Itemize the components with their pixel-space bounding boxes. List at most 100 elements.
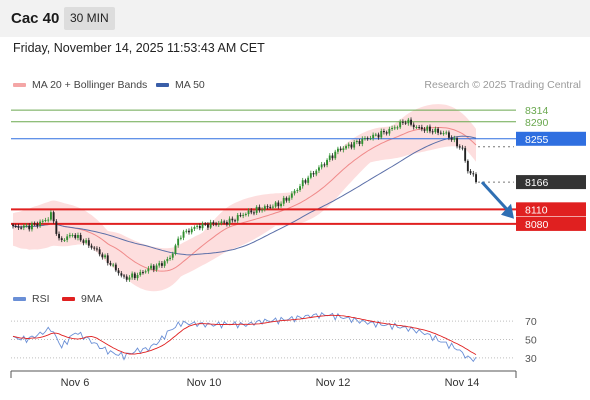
- candle-body: [385, 132, 388, 134]
- candle-body: [98, 249, 101, 255]
- candle-body: [220, 221, 223, 224]
- candle-body: [77, 235, 79, 238]
- candle-body: [52, 212, 55, 222]
- candle-body: [437, 128, 439, 133]
- candle-body: [66, 236, 69, 240]
- price-label-8080: 8080: [525, 219, 549, 231]
- candle-body: [282, 197, 285, 204]
- candle-body: [114, 264, 117, 271]
- candle-body: [250, 210, 253, 213]
- candle-body: [125, 276, 128, 280]
- candle-body: [139, 272, 142, 275]
- candle-body: [307, 177, 310, 183]
- forecast-arrow-shaft: [480, 181, 512, 214]
- candle-body: [347, 144, 350, 147]
- candle-body: [318, 167, 320, 171]
- candle-body: [299, 186, 301, 190]
- candle-body: [177, 238, 180, 246]
- candle-body: [68, 235, 71, 237]
- candle-body: [228, 218, 231, 225]
- candle-body: [456, 138, 458, 147]
- candle-body: [320, 164, 323, 168]
- candle-body: [358, 141, 361, 144]
- candle-body: [393, 127, 396, 129]
- candle-body: [231, 218, 234, 221]
- candle-body: [304, 180, 307, 183]
- candle-body: [388, 128, 391, 134]
- candle-body: [198, 225, 201, 229]
- candle-body: [439, 132, 442, 134]
- candle-body: [104, 255, 106, 258]
- candle-body: [209, 222, 212, 228]
- candle-body: [144, 271, 147, 273]
- candle-body: [242, 214, 245, 216]
- candle-body: [277, 202, 280, 207]
- legend-9ma-label: 9MA: [81, 293, 103, 305]
- candle-body: [261, 209, 264, 211]
- candle-body: [158, 263, 161, 266]
- candle-body: [226, 222, 228, 225]
- candle-body: [96, 248, 98, 250]
- legend-ma50: MA 50: [156, 79, 205, 91]
- candle-body: [63, 239, 66, 241]
- candle-body: [253, 212, 255, 214]
- candle-body: [410, 119, 412, 125]
- candle-body: [472, 173, 475, 175]
- candle-body: [31, 223, 33, 230]
- rsi-tick-label: 30: [525, 353, 537, 365]
- price-label-8080-box: [516, 216, 586, 231]
- candle-body: [190, 228, 193, 233]
- candle-body: [469, 171, 472, 174]
- candle-body: [391, 128, 393, 129]
- candle-body: [309, 173, 312, 178]
- candle-body: [82, 240, 85, 243]
- candle-body: [396, 127, 399, 129]
- candle-body: [201, 223, 204, 229]
- candle-body: [28, 225, 31, 230]
- candle-body: [404, 122, 407, 124]
- price-label-8166-box: [516, 175, 586, 190]
- candle-body: [60, 238, 63, 240]
- candle-body: [328, 155, 331, 160]
- candle-body: [161, 263, 163, 266]
- candle-body: [93, 247, 96, 249]
- legend-9ma: 9MA: [62, 293, 103, 305]
- candle-body: [133, 273, 136, 279]
- candle-body: [372, 134, 375, 139]
- candle-body: [453, 138, 456, 140]
- candle-body: [136, 275, 139, 279]
- candle-body: [212, 222, 215, 224]
- candle-body: [285, 197, 288, 201]
- candle-body: [331, 155, 334, 159]
- legend-ma20: MA 20 + Bollinger Bands: [13, 79, 147, 91]
- x-tick-label: Nov 6: [61, 377, 90, 389]
- x-tick-label: Nov 14: [445, 377, 480, 389]
- candle-body: [466, 160, 469, 172]
- timeframe-badge[interactable]: 30 MIN: [64, 7, 115, 30]
- candle-body: [269, 206, 272, 208]
- candle-body: [20, 227, 23, 229]
- candle-body: [182, 231, 185, 238]
- candle-body: [14, 226, 17, 228]
- candle-body: [290, 193, 293, 198]
- candle-body: [131, 273, 134, 278]
- price-label-8110: 8110: [525, 204, 548, 216]
- price-label-8314: 8314: [525, 105, 549, 117]
- candle-body: [106, 255, 109, 264]
- candle-body: [383, 131, 385, 133]
- candle-body: [461, 147, 464, 149]
- candle-body: [288, 197, 291, 201]
- candle-body: [22, 225, 25, 228]
- candle-body: [342, 148, 345, 150]
- legend-rsi-swatch: [13, 297, 26, 301]
- candle-body: [171, 253, 174, 258]
- price-label-8110-box: [516, 202, 586, 217]
- candle-body: [315, 170, 318, 175]
- candle-body: [44, 220, 47, 221]
- candle-body: [58, 233, 60, 239]
- candle-body: [296, 190, 299, 191]
- candle-body: [236, 215, 239, 221]
- candle-body: [448, 132, 450, 138]
- legend-ma50-swatch: [156, 83, 169, 87]
